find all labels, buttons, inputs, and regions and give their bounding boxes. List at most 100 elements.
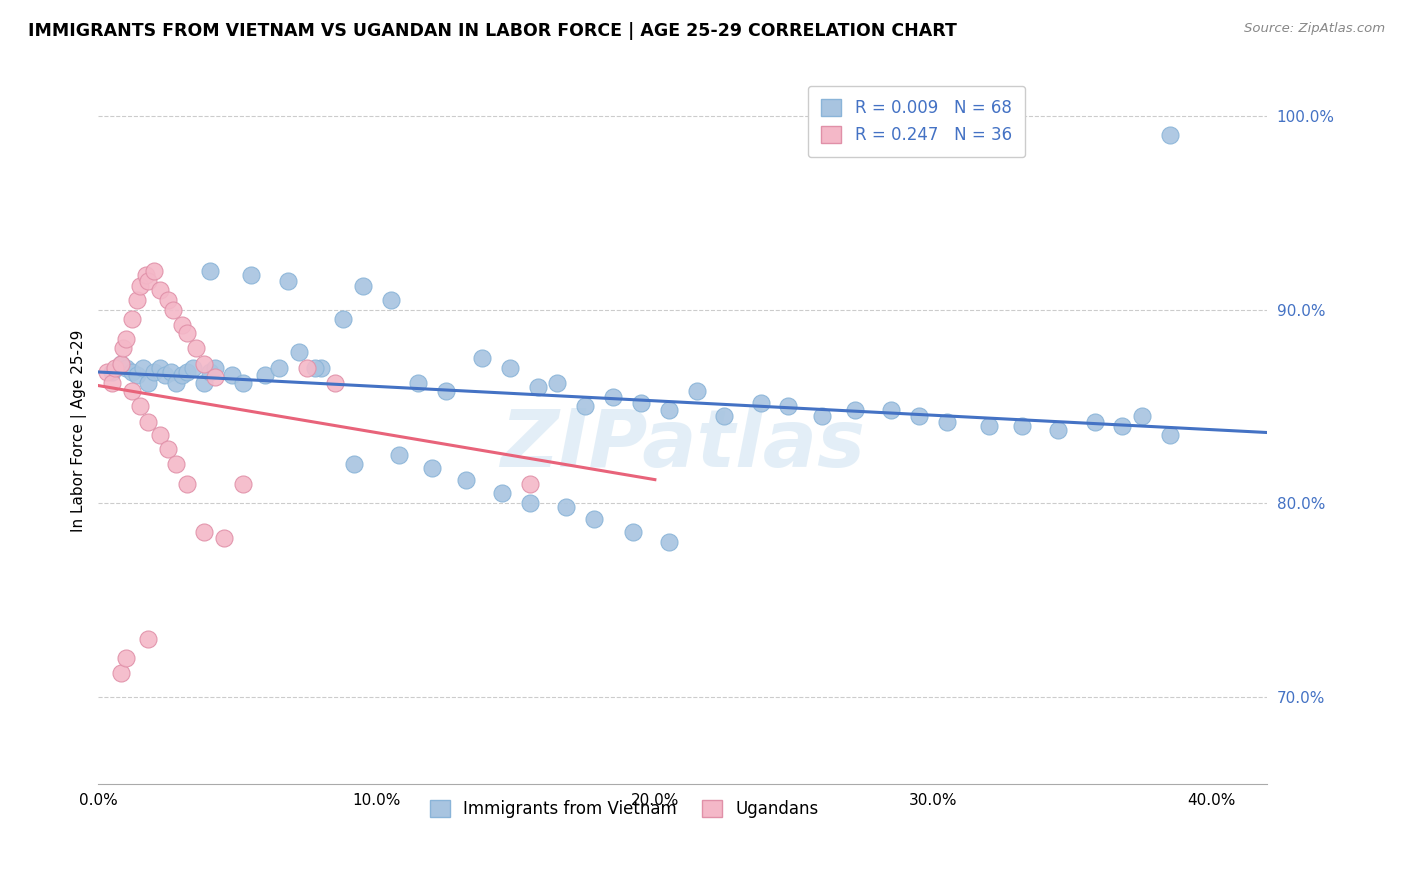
Point <box>162 302 184 317</box>
Point <box>121 312 143 326</box>
Point <box>101 376 124 391</box>
Point <box>176 476 198 491</box>
Point <box>269 360 291 375</box>
Point <box>749 395 772 409</box>
Point <box>165 376 187 391</box>
Point <box>621 525 644 540</box>
Point <box>148 428 170 442</box>
Legend: Immigrants from Vietnam, Ugandans: Immigrants from Vietnam, Ugandans <box>423 793 825 825</box>
Point <box>127 293 149 307</box>
Point <box>138 274 160 288</box>
Point <box>977 418 1000 433</box>
Point <box>1111 418 1133 433</box>
Point <box>156 442 179 456</box>
Point <box>454 473 477 487</box>
Point <box>388 448 411 462</box>
Point <box>176 326 198 340</box>
Point <box>332 312 354 326</box>
Point <box>148 283 170 297</box>
Point <box>198 264 221 278</box>
Text: ZIPatlas: ZIPatlas <box>501 406 865 483</box>
Point <box>277 274 299 288</box>
Point <box>165 458 187 472</box>
Point <box>193 357 215 371</box>
Point <box>132 360 155 375</box>
Point <box>138 632 160 646</box>
Point <box>115 332 138 346</box>
Point <box>380 293 402 307</box>
Point <box>121 384 143 398</box>
Point <box>148 360 170 375</box>
Point <box>115 360 138 375</box>
Point <box>471 351 494 365</box>
Point <box>101 365 124 379</box>
Point <box>129 400 152 414</box>
Point <box>170 368 193 383</box>
Point <box>127 368 149 383</box>
Y-axis label: In Labor Force | Age 25-29: In Labor Force | Age 25-29 <box>72 329 87 532</box>
Point <box>304 360 326 375</box>
Point <box>352 279 374 293</box>
Point <box>778 400 800 414</box>
Point <box>519 476 541 491</box>
Text: Source: ZipAtlas.com: Source: ZipAtlas.com <box>1244 22 1385 36</box>
Point <box>96 365 118 379</box>
Point <box>713 409 735 423</box>
Point <box>546 376 568 391</box>
Point <box>343 458 366 472</box>
Point <box>221 368 243 383</box>
Point <box>1159 128 1181 143</box>
Point <box>658 403 681 417</box>
Point <box>685 384 707 398</box>
Point <box>232 376 254 391</box>
Point <box>212 531 235 545</box>
Point <box>138 415 160 429</box>
Point <box>112 342 135 356</box>
Point <box>630 395 652 409</box>
Point <box>110 666 132 681</box>
Point <box>193 525 215 540</box>
Point <box>1159 428 1181 442</box>
Point <box>574 400 596 414</box>
Point <box>295 360 318 375</box>
Point <box>582 511 605 525</box>
Point <box>554 500 576 514</box>
Point <box>121 365 143 379</box>
Point <box>135 268 157 282</box>
Point <box>499 360 522 375</box>
Point <box>232 476 254 491</box>
Point <box>519 496 541 510</box>
Point <box>153 368 176 383</box>
Point <box>115 651 138 665</box>
Point <box>1130 409 1153 423</box>
Point <box>811 409 834 423</box>
Point <box>408 376 430 391</box>
Point <box>602 390 624 404</box>
Point <box>176 365 198 379</box>
Point <box>198 365 221 379</box>
Point <box>184 342 207 356</box>
Point <box>908 409 931 423</box>
Point <box>434 384 457 398</box>
Point <box>110 357 132 371</box>
Point <box>104 360 127 375</box>
Point <box>287 345 309 359</box>
Point <box>138 376 160 391</box>
Point <box>240 268 263 282</box>
Point <box>880 403 903 417</box>
Point <box>254 368 277 383</box>
Point <box>844 403 866 417</box>
Point <box>181 360 204 375</box>
Point <box>143 365 166 379</box>
Point <box>204 360 226 375</box>
Point <box>309 360 332 375</box>
Point <box>491 486 513 500</box>
Point <box>170 318 193 332</box>
Point <box>159 365 181 379</box>
Point <box>527 380 550 394</box>
Point <box>156 293 179 307</box>
Point <box>658 534 681 549</box>
Point <box>936 415 959 429</box>
Point <box>129 279 152 293</box>
Point <box>110 357 132 371</box>
